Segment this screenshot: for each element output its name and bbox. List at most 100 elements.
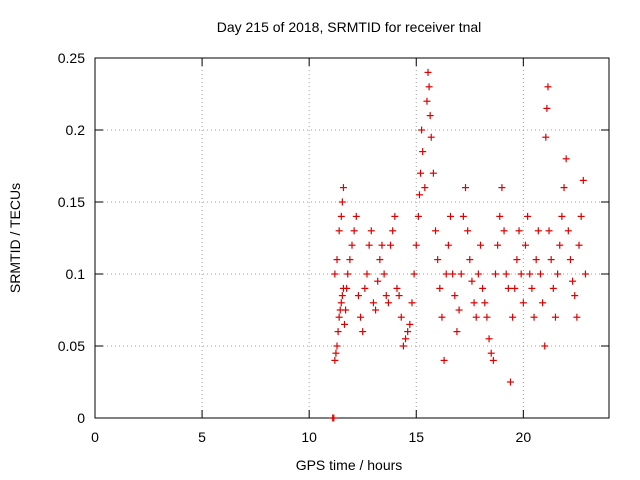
data-point — [449, 270, 457, 278]
y-tick-label: 0.1 — [66, 266, 86, 282]
data-point — [342, 306, 350, 314]
data-point — [577, 212, 585, 220]
data-point — [333, 256, 341, 264]
data-point — [338, 292, 346, 300]
data-point — [536, 270, 544, 278]
data-point — [543, 104, 551, 112]
data-point — [539, 299, 547, 307]
data-point — [581, 270, 589, 278]
data-point — [330, 414, 338, 422]
data-point — [549, 284, 557, 292]
data-point — [528, 284, 536, 292]
data-point — [532, 256, 540, 264]
data-point — [397, 313, 405, 321]
data-point — [367, 227, 375, 235]
y-tick-label: 0.05 — [58, 338, 85, 354]
data-point — [534, 227, 542, 235]
data-point — [545, 227, 553, 235]
data-point — [530, 313, 538, 321]
data-point — [337, 212, 345, 220]
x-tick-label: 0 — [91, 429, 99, 445]
data-point — [432, 227, 440, 235]
data-point — [464, 227, 472, 235]
data-point — [515, 227, 523, 235]
data-point — [558, 212, 566, 220]
data-point — [544, 83, 552, 91]
data-point — [453, 328, 461, 336]
x-tick-label: 20 — [516, 429, 532, 445]
data-point — [378, 241, 386, 249]
data-point — [434, 256, 442, 264]
data-point — [354, 292, 362, 300]
data-point — [339, 184, 347, 192]
data-point — [415, 191, 423, 199]
data-point — [468, 277, 476, 285]
data-point — [462, 184, 470, 192]
data-point — [332, 349, 340, 357]
data-point — [421, 184, 429, 192]
grid-lines — [95, 58, 609, 418]
data-point — [423, 97, 431, 105]
data-point — [551, 313, 559, 321]
data-point — [470, 299, 478, 307]
data-point — [477, 241, 484, 249]
x-tick-label: 10 — [301, 429, 317, 445]
data-point — [504, 284, 512, 292]
data-point — [343, 284, 351, 292]
data-point — [412, 241, 420, 249]
data-point — [524, 212, 532, 220]
data-point — [389, 227, 397, 235]
y-tick-label: 0 — [77, 410, 85, 426]
data-point — [338, 198, 346, 206]
data-point — [384, 299, 392, 307]
data-point — [511, 284, 519, 292]
data-point — [363, 270, 371, 278]
data-point — [513, 256, 521, 264]
data-point — [506, 378, 514, 386]
data-point — [427, 133, 435, 141]
data-point — [350, 227, 358, 235]
x-axis-label: GPS time / hours — [296, 457, 403, 473]
data-point — [399, 342, 407, 350]
data-point — [410, 270, 418, 278]
y-tick-label: 0.15 — [58, 194, 85, 210]
data-point — [519, 299, 527, 307]
data-point — [414, 212, 422, 220]
data-point — [509, 313, 517, 321]
data-point — [393, 284, 401, 292]
data-point — [335, 227, 343, 235]
data-point — [395, 292, 403, 300]
data-point — [569, 277, 577, 285]
data-point — [424, 68, 432, 76]
data-point — [481, 299, 489, 307]
data-point — [404, 328, 412, 336]
data-point — [442, 270, 450, 278]
x-tick-label: 15 — [408, 429, 424, 445]
data-point — [335, 313, 343, 321]
data-point — [447, 212, 455, 220]
data-point — [542, 133, 550, 141]
data-point — [382, 292, 390, 300]
data-point — [359, 328, 367, 336]
data-point — [346, 256, 354, 264]
y-tick-label: 0.2 — [66, 122, 86, 138]
data-point — [426, 112, 434, 120]
data-point — [387, 241, 395, 249]
data-point — [352, 212, 360, 220]
data-point — [333, 342, 341, 350]
data-points — [329, 68, 589, 422]
data-point — [440, 356, 448, 364]
data-point — [344, 270, 352, 278]
data-point — [334, 328, 342, 336]
data-point — [579, 176, 587, 184]
data-point — [406, 320, 414, 328]
data-point — [402, 335, 410, 343]
data-point — [417, 169, 425, 177]
data-point — [369, 299, 377, 307]
data-point — [566, 256, 574, 264]
data-point — [560, 184, 568, 192]
data-point — [500, 227, 508, 235]
y-tick-label: 0.25 — [58, 50, 85, 66]
data-point — [418, 126, 426, 134]
data-point — [575, 241, 583, 249]
